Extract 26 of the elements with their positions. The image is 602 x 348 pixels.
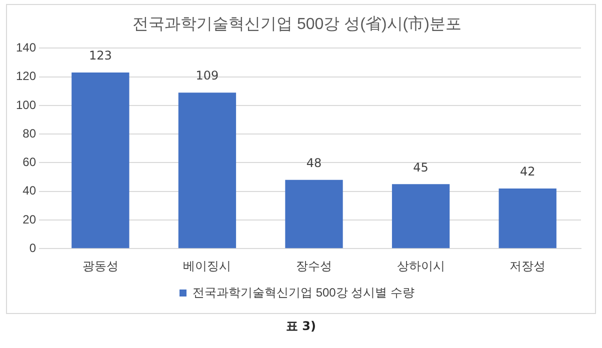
bar xyxy=(285,180,343,248)
x-tick-label: 장수성 xyxy=(296,259,332,274)
y-tick-label: 60 xyxy=(22,155,36,170)
x-tick-label: 광동성 xyxy=(82,259,118,274)
data-label: 123 xyxy=(88,48,112,63)
data-label: 48 xyxy=(306,156,322,170)
chart-title: 전국과학기술혁신기업 500강 성(省)시(市)분포 xyxy=(132,15,462,34)
y-tick-label: 20 xyxy=(22,212,36,226)
x-tick-label: 베이징시 xyxy=(183,259,232,274)
bar xyxy=(392,184,450,248)
bar xyxy=(498,188,556,248)
y-tick-label: 40 xyxy=(22,184,36,198)
text: 표 3) xyxy=(284,318,317,335)
bar xyxy=(178,92,236,248)
y-tick-label: 120 xyxy=(16,69,36,84)
legend-label: 전국과학기술혁신기업 500강 성시별 수량 xyxy=(192,285,415,300)
data-label: 45 xyxy=(413,160,428,174)
x-tick-label: 저장성 xyxy=(510,259,546,274)
y-tick-label: 140 xyxy=(16,40,36,55)
data-label: 109 xyxy=(196,68,219,83)
bar xyxy=(72,72,130,248)
x-tick-label: 상하이시 xyxy=(396,259,445,274)
y-tick-label: 80 xyxy=(22,126,36,140)
y-tick-label: 100 xyxy=(16,98,36,112)
y-tick-label: 0 xyxy=(29,240,36,255)
data-label: 42 xyxy=(520,164,536,179)
